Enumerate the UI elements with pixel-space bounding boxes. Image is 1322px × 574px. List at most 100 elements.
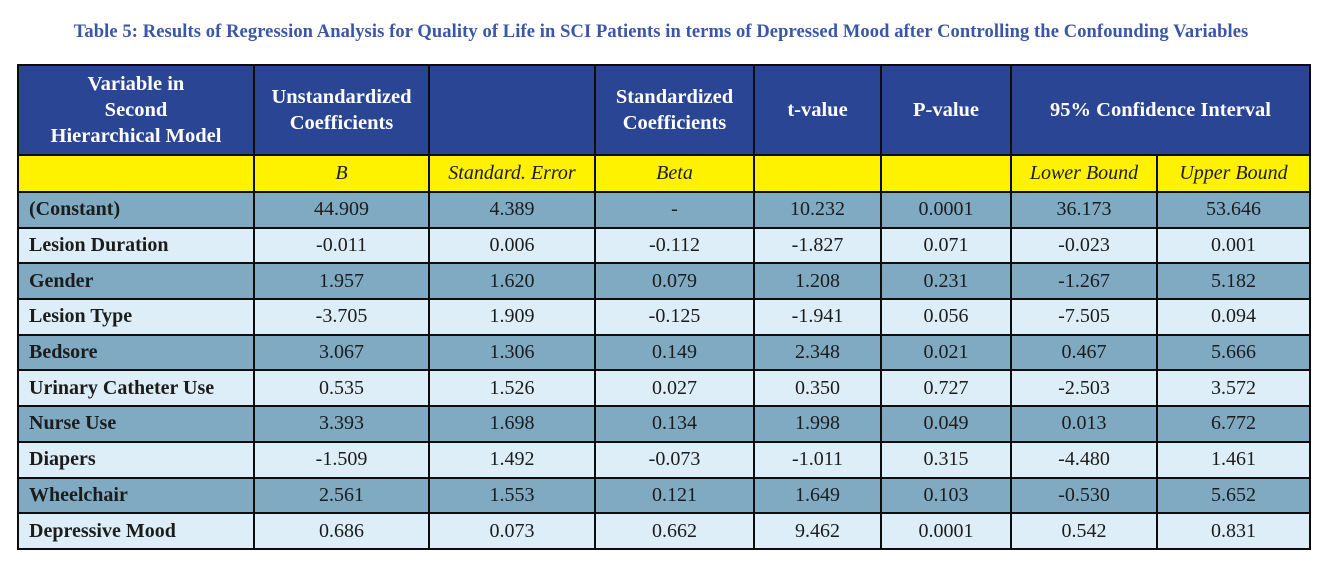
cell-t-value: -1.941 bbox=[753, 298, 882, 336]
header-confidence-interval: 95% Confidence Interval bbox=[1010, 64, 1311, 156]
table-row: Urinary Catheter Use 0.535 1.526 0.027 0… bbox=[17, 369, 1311, 408]
cell-p-value: 0.315 bbox=[880, 440, 1012, 479]
cell-std-error: 1.492 bbox=[428, 440, 596, 479]
cell-std-error: 1.306 bbox=[428, 333, 596, 372]
cell-lower-bound: -4.480 bbox=[1010, 440, 1158, 479]
subheader-beta: Beta bbox=[594, 154, 755, 193]
cell-p-value: 0.0001 bbox=[880, 191, 1012, 229]
cell-b: 3.067 bbox=[253, 333, 430, 372]
header-unstandardized-coefficients: Unstandardized Coefficients bbox=[253, 64, 430, 156]
cell-beta: -0.073 bbox=[594, 440, 755, 479]
cell-std-error: 1.526 bbox=[428, 369, 596, 408]
table-row: (Constant) 44.909 4.389 - 10.232 0.0001 … bbox=[17, 191, 1311, 229]
cell-p-value: 0.727 bbox=[880, 369, 1012, 408]
table-title: Table 5: Results of Regression Analysis … bbox=[73, 22, 1249, 42]
cell-b: 1.957 bbox=[253, 262, 430, 301]
cell-t-value: 2.348 bbox=[753, 333, 882, 372]
header-p-value: P-value bbox=[880, 64, 1012, 156]
row-label: Lesion Duration bbox=[17, 226, 255, 265]
table-row: Lesion Type -3.705 1.909 -0.125 -1.941 0… bbox=[17, 298, 1311, 336]
header-standardized-coefficients: Standardized Coefficients bbox=[594, 64, 755, 156]
cell-std-error: 0.073 bbox=[428, 512, 596, 550]
regression-table: Variable in Second Hierarchical Model Un… bbox=[17, 64, 1311, 550]
row-label: Wheelchair bbox=[17, 476, 255, 515]
cell-beta: 0.134 bbox=[594, 405, 755, 443]
header-variable: Variable in Second Hierarchical Model bbox=[17, 64, 255, 156]
row-label: Gender bbox=[17, 262, 255, 301]
cell-beta: 0.662 bbox=[594, 512, 755, 550]
cell-lower-bound: 36.173 bbox=[1010, 191, 1158, 229]
cell-lower-bound: 0.467 bbox=[1010, 333, 1158, 372]
subheader-std-error: Standard. Error bbox=[428, 154, 596, 193]
subheader-t bbox=[753, 154, 882, 193]
cell-t-value: 9.462 bbox=[753, 512, 882, 550]
cell-t-value: -1.011 bbox=[753, 440, 882, 479]
cell-b: 3.393 bbox=[253, 405, 430, 443]
cell-std-error: 1.698 bbox=[428, 405, 596, 443]
cell-std-error: 1.909 bbox=[428, 298, 596, 336]
cell-lower-bound: -1.267 bbox=[1010, 262, 1158, 301]
cell-p-value: 0.103 bbox=[880, 476, 1012, 515]
table-row: Bedsore 3.067 1.306 0.149 2.348 0.021 0.… bbox=[17, 333, 1311, 372]
subheader-p bbox=[880, 154, 1012, 193]
cell-std-error: 1.553 bbox=[428, 476, 596, 515]
cell-beta: - bbox=[594, 191, 755, 229]
cell-upper-bound: 0.001 bbox=[1156, 226, 1311, 265]
cell-upper-bound: 6.772 bbox=[1156, 405, 1311, 443]
cell-b: -1.509 bbox=[253, 440, 430, 479]
row-label: Depressive Mood bbox=[17, 512, 255, 550]
subheader-upper-bound: Upper Bound bbox=[1156, 154, 1311, 193]
cell-t-value: 1.998 bbox=[753, 405, 882, 443]
cell-p-value: 0.0001 bbox=[880, 512, 1012, 550]
table-row: Lesion Duration -0.011 0.006 -0.112 -1.8… bbox=[17, 226, 1311, 265]
cell-lower-bound: -2.503 bbox=[1010, 369, 1158, 408]
cell-std-error: 0.006 bbox=[428, 226, 596, 265]
cell-t-value: -1.827 bbox=[753, 226, 882, 265]
cell-lower-bound: -0.023 bbox=[1010, 226, 1158, 265]
cell-upper-bound: 5.652 bbox=[1156, 476, 1311, 515]
cell-p-value: 0.021 bbox=[880, 333, 1012, 372]
subheader-b: B bbox=[253, 154, 430, 193]
cell-b: -3.705 bbox=[253, 298, 430, 336]
cell-p-value: 0.071 bbox=[880, 226, 1012, 265]
header-row: Variable in Second Hierarchical Model Un… bbox=[17, 64, 1311, 156]
cell-b: 44.909 bbox=[253, 191, 430, 229]
table-row: Gender 1.957 1.620 0.079 1.208 0.231 -1.… bbox=[17, 262, 1311, 301]
table-row: Wheelchair 2.561 1.553 0.121 1.649 0.103… bbox=[17, 476, 1311, 515]
cell-lower-bound: 0.013 bbox=[1010, 405, 1158, 443]
cell-b: 0.535 bbox=[253, 369, 430, 408]
table-row: Diapers -1.509 1.492 -0.073 -1.011 0.315… bbox=[17, 440, 1311, 479]
subheader-row: B Standard. Error Beta Lower Bound Upper… bbox=[17, 154, 1311, 193]
cell-lower-bound: 0.542 bbox=[1010, 512, 1158, 550]
cell-upper-bound: 0.094 bbox=[1156, 298, 1311, 336]
cell-upper-bound: 1.461 bbox=[1156, 440, 1311, 479]
cell-p-value: 0.056 bbox=[880, 298, 1012, 336]
row-label: Diapers bbox=[17, 440, 255, 479]
cell-upper-bound: 0.831 bbox=[1156, 512, 1311, 550]
table-row: Nurse Use 3.393 1.698 0.134 1.998 0.049 … bbox=[17, 405, 1311, 443]
cell-std-error: 4.389 bbox=[428, 191, 596, 229]
subheader-lower-bound: Lower Bound bbox=[1010, 154, 1158, 193]
cell-beta: -0.125 bbox=[594, 298, 755, 336]
row-label: Lesion Type bbox=[17, 298, 255, 336]
cell-t-value: 1.649 bbox=[753, 476, 882, 515]
cell-upper-bound: 53.646 bbox=[1156, 191, 1311, 229]
table-row: Depressive Mood 0.686 0.073 0.662 9.462 … bbox=[17, 512, 1311, 550]
cell-t-value: 1.208 bbox=[753, 262, 882, 301]
row-label: Nurse Use bbox=[17, 405, 255, 443]
cell-t-value: 0.350 bbox=[753, 369, 882, 408]
cell-p-value: 0.049 bbox=[880, 405, 1012, 443]
cell-t-value: 10.232 bbox=[753, 191, 882, 229]
cell-upper-bound: 5.666 bbox=[1156, 333, 1311, 372]
cell-beta: 0.079 bbox=[594, 262, 755, 301]
cell-lower-bound: -0.530 bbox=[1010, 476, 1158, 515]
cell-beta: 0.121 bbox=[594, 476, 755, 515]
cell-beta: -0.112 bbox=[594, 226, 755, 265]
row-label: (Constant) bbox=[17, 191, 255, 229]
cell-p-value: 0.231 bbox=[880, 262, 1012, 301]
row-label: Urinary Catheter Use bbox=[17, 369, 255, 408]
cell-upper-bound: 3.572 bbox=[1156, 369, 1311, 408]
cell-b: -0.011 bbox=[253, 226, 430, 265]
cell-lower-bound: -7.505 bbox=[1010, 298, 1158, 336]
header-t-value: t-value bbox=[753, 64, 882, 156]
